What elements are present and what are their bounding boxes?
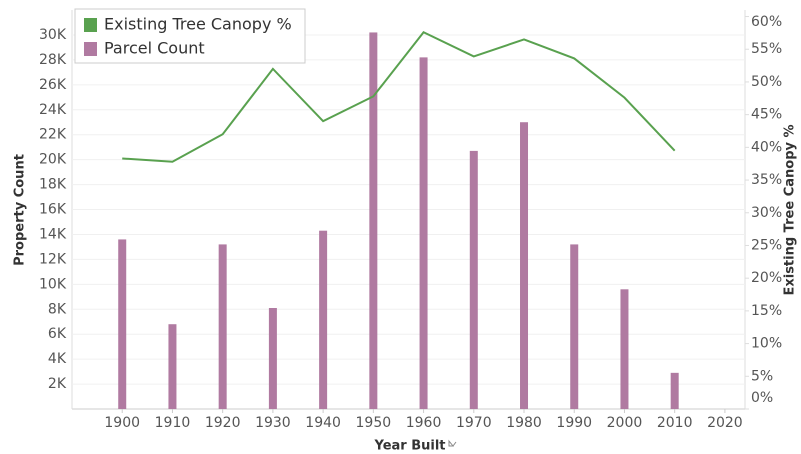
y-tick-label: 6K bbox=[48, 326, 67, 342]
bar bbox=[218, 244, 227, 409]
y-tick-label: 2K bbox=[48, 376, 67, 392]
line bbox=[122, 30, 676, 163]
y2-tick-label: 55% bbox=[751, 41, 782, 57]
x-tick-label: 1970 bbox=[456, 415, 492, 431]
y-tick-label: 30K bbox=[39, 27, 67, 43]
x-tick-label: 1920 bbox=[205, 415, 241, 431]
y-tick-label: 28K bbox=[39, 52, 67, 68]
y-tick-label: 24K bbox=[39, 102, 67, 118]
y-tick-label: 10K bbox=[39, 276, 67, 292]
legend: Existing Tree Canopy % Parcel Count bbox=[74, 8, 306, 64]
y-tick-label: 4K bbox=[48, 351, 67, 367]
grid: 2K 4K 6K 8K 10K 12K 14K 16K 18K 20K 22K 24K 26K 28K 30… bbox=[39, 10, 782, 431]
x-tick-label: 1990 bbox=[556, 415, 592, 431]
y2-tick-label: 40% bbox=[751, 139, 782, 155]
marks bbox=[118, 30, 679, 409]
y-tick-label: 26K bbox=[39, 77, 67, 93]
y2-tick-label: 10% bbox=[751, 336, 782, 352]
x-tick-label: 1930 bbox=[255, 415, 291, 431]
bar bbox=[469, 150, 478, 409]
legend-swatch bbox=[84, 42, 97, 56]
bar bbox=[168, 324, 177, 409]
y2-tick-label: 35% bbox=[751, 172, 782, 188]
x-axis-title: Year Built bbox=[373, 439, 445, 454]
bar bbox=[670, 372, 679, 409]
y-tick-label: 18K bbox=[39, 177, 67, 193]
x-tick-label: 1950 bbox=[356, 415, 392, 431]
legend-label: Parcel Count bbox=[104, 39, 205, 58]
y-axis-title: Property Count bbox=[13, 154, 28, 266]
bar bbox=[520, 122, 529, 409]
y2-axis-title: Existing Tree Canopy % bbox=[783, 124, 798, 295]
y2-tick-label: 60% bbox=[751, 14, 782, 30]
sort-icon bbox=[448, 439, 457, 447]
x-tick-label: 2020 bbox=[707, 415, 743, 431]
y2-tick-label: 0% bbox=[751, 390, 773, 406]
y-tick-label: 20K bbox=[39, 152, 67, 168]
x-tick-label: 2010 bbox=[657, 415, 693, 431]
bar bbox=[319, 230, 328, 409]
y-tick-label: 14K bbox=[39, 226, 67, 242]
y-tick-label: 16K bbox=[39, 202, 67, 218]
y2-tick-label: 20% bbox=[751, 270, 782, 286]
x-tick-label: 1960 bbox=[406, 415, 442, 431]
bar bbox=[268, 308, 277, 409]
bar bbox=[369, 32, 378, 409]
bar bbox=[570, 244, 579, 409]
x-tick-label: 1910 bbox=[155, 415, 191, 431]
legend-label: Existing Tree Canopy % bbox=[104, 15, 292, 34]
y2-tick-label: 30% bbox=[751, 205, 782, 221]
bar bbox=[419, 57, 428, 409]
y2-tick-label: 25% bbox=[751, 237, 782, 253]
y2-tick-label: 45% bbox=[751, 107, 782, 123]
y2-tick-label: 50% bbox=[751, 74, 782, 90]
legend-box bbox=[74, 8, 306, 64]
y-tick-label: 12K bbox=[39, 251, 67, 267]
y-tick-label: 8K bbox=[48, 301, 67, 317]
bar bbox=[118, 239, 127, 409]
x-tick-label: 1940 bbox=[305, 415, 341, 431]
y2-tick-label: 15% bbox=[751, 303, 782, 319]
x-tick-label: 1900 bbox=[104, 415, 140, 431]
y-tick-label: 22K bbox=[39, 127, 67, 143]
x-tick-label: 1980 bbox=[506, 415, 542, 431]
y2-tick-label: 5% bbox=[751, 368, 773, 384]
legend-swatch bbox=[84, 18, 97, 32]
bar bbox=[620, 289, 629, 409]
x-tick-label: 2000 bbox=[607, 415, 643, 431]
